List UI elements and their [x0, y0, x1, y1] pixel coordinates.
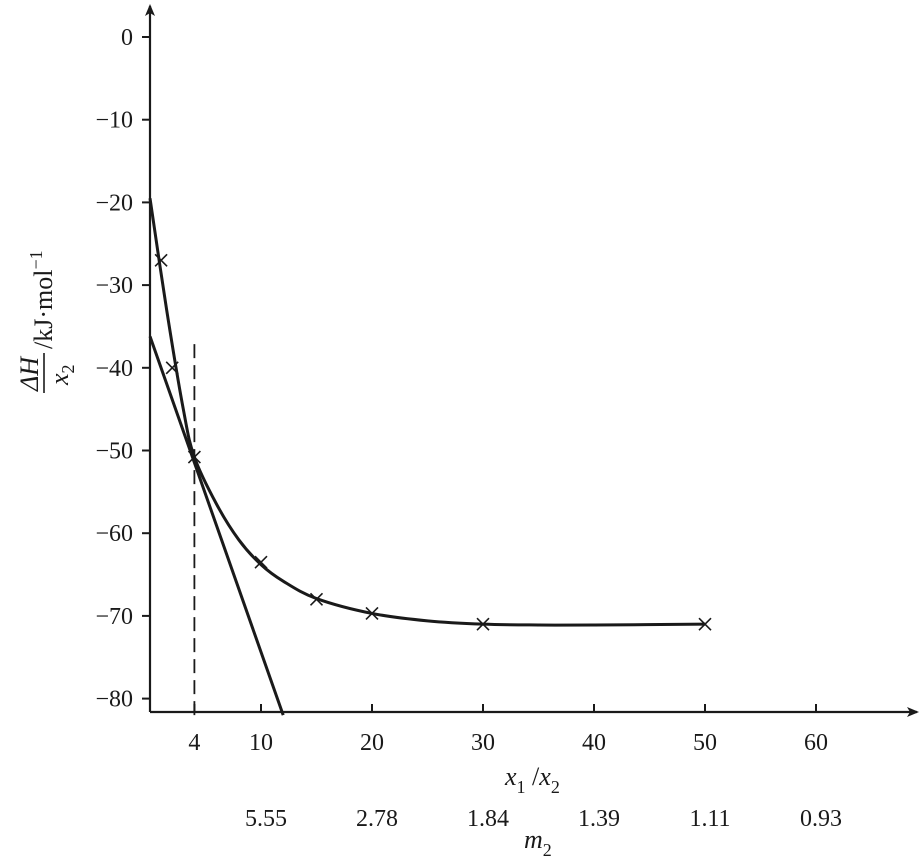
x-title-sub1: 1: [517, 777, 526, 797]
x-ticks: 4 10 20 30 40 50 60: [188, 704, 828, 756]
y-title-unit: /kJ·mol: [29, 270, 58, 349]
y-tick-label: −80: [95, 687, 133, 713]
svg-text:m2: m2: [524, 825, 552, 858]
x-title-sub2: 2: [551, 777, 560, 797]
y-title-num: ΔH: [15, 356, 44, 392]
y-title-unit-sup: −1: [26, 250, 46, 269]
data-point: [309, 592, 324, 606]
x-tick-label: 20: [360, 730, 384, 756]
secondary-axis-labels: 5.55 2.78 1.84 1.39 1.11 0.93: [245, 806, 842, 832]
data-point: [476, 617, 490, 631]
x-tick-label: 50: [693, 730, 717, 756]
tangent-line: [148, 335, 285, 716]
svg-text:x1 /x2: x1 /x2: [504, 762, 560, 797]
secondary-axis-label: 2.78: [356, 806, 398, 832]
data-point: [187, 450, 201, 464]
secondary-axis-label: 0.93: [800, 806, 842, 832]
secondary-axis-label: 1.84: [467, 806, 509, 832]
secondary-axis-label: 5.55: [245, 806, 287, 832]
svg-text:x2: x2: [45, 364, 78, 386]
x-tick-label: 10: [249, 730, 273, 756]
x-tick-label: 60: [804, 730, 828, 756]
data-point: [365, 606, 379, 620]
data-markers: [154, 253, 712, 631]
y-tick-label: −50: [95, 439, 133, 465]
data-point: [154, 253, 168, 267]
m2-title-sub: 2: [543, 840, 552, 858]
m2-title-main: m: [524, 825, 543, 854]
secondary-axis-label: 1.11: [689, 806, 730, 832]
x-title-x1: x: [504, 762, 517, 791]
y-title-den: x: [45, 373, 74, 386]
data-point: [698, 617, 712, 631]
data-point: [254, 555, 268, 569]
x-tick-label: 40: [582, 730, 606, 756]
svg-text:ΔH: ΔH: [15, 356, 44, 392]
data-point: [165, 361, 179, 375]
y-axis-title: ΔH x2 /kJ·mol−1: [15, 250, 78, 393]
x-axis-title: x1 /x2: [504, 762, 560, 797]
secondary-axis-label: 1.39: [578, 806, 620, 832]
y-tick-label: −60: [95, 521, 133, 547]
fitted-curve: [148, 198, 706, 627]
y-tick-label: −20: [95, 190, 133, 216]
x-title-x2: x: [538, 762, 551, 791]
y-tick-label: −10: [95, 108, 133, 134]
y-tick-label: −70: [95, 604, 133, 630]
x-title-sep: /: [526, 762, 541, 791]
secondary-axis-title: m2: [524, 825, 552, 858]
y-title-den-sub: 2: [58, 364, 78, 373]
y-tick-label: −30: [95, 273, 133, 299]
y-ticks: 0 −10 −20 −30 −40 −50 −60 −70 −80: [95, 25, 150, 713]
x-tick-label: 30: [471, 730, 495, 756]
axes: [145, 4, 919, 717]
svg-text:/kJ·mol−1: /kJ·mol−1: [26, 250, 58, 349]
x-tick-label: 4: [188, 730, 200, 756]
y-tick-label: −40: [95, 356, 133, 382]
y-tick-label: 0: [121, 25, 133, 51]
